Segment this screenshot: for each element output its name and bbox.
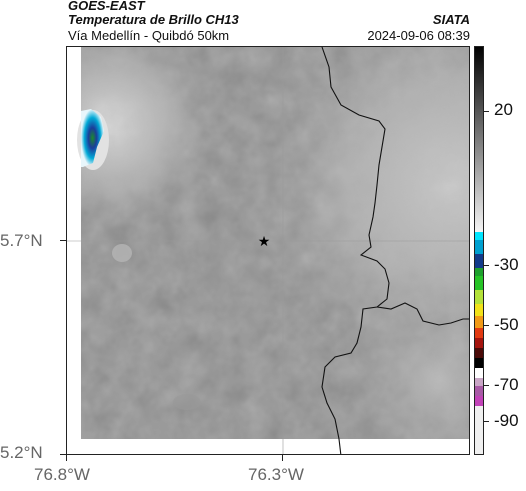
- colorbar-label-neg70: -70: [494, 375, 519, 394]
- colorbar: [474, 46, 484, 455]
- satellite-source: GOES-EAST: [68, 0, 145, 13]
- map-canvas: ★: [67, 47, 469, 454]
- brand-label: SIATA: [432, 12, 470, 27]
- satellite-map[interactable]: ★: [66, 46, 470, 455]
- lat-label-5.7: 5.7°N: [0, 231, 43, 250]
- cold-cloud-cell: [81, 109, 104, 167]
- colorbar-label-neg50: -50: [494, 315, 519, 334]
- colorbar-label-neg90: -90: [494, 411, 519, 430]
- region-label: Vía Medellín - Quibdó 50km: [68, 28, 230, 43]
- lon-tick-mark: [282, 455, 283, 461]
- lon-tick-mark: [66, 455, 67, 461]
- lon-label-76.3: 76.3°W: [248, 465, 304, 484]
- lat-label-5.2: 5.2°N: [0, 443, 43, 462]
- product-title: Temperatura de Brillo CH13: [68, 12, 239, 27]
- colorbar-label-20: 20: [494, 100, 513, 119]
- location-marker[interactable]: ★: [258, 234, 271, 250]
- lat-tick-mark: [60, 454, 66, 455]
- lat-tick-mark: [60, 240, 66, 241]
- map-title-block: GOES-EAST Temperatura de Brillo CH13 Vía…: [68, 0, 470, 44]
- department-border-east: [376, 302, 469, 326]
- lon-label-76.8: 76.8°W: [34, 465, 90, 484]
- timestamp-label: 2024-09-06 08:39: [367, 28, 470, 43]
- colorbar-label-neg30: -30: [494, 255, 519, 274]
- department-border: [321, 47, 390, 454]
